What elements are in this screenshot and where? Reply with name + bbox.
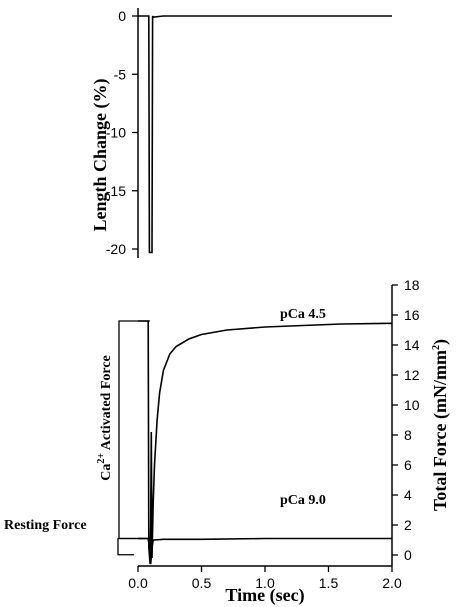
- top-y-axis-label: Length Change (%): [90, 78, 111, 231]
- bottom-x-tick-label: 0.5: [192, 575, 212, 591]
- top-y-tick-label: -5: [114, 66, 127, 82]
- activated-force-bracket: [118, 320, 150, 540]
- bottom-y-tick-label: 12: [404, 367, 420, 383]
- length-change-panel: 0 -5 -10 -15 -20 Length Change (%): [90, 8, 392, 258]
- label-pca-9-0: pCa 9.0: [280, 493, 326, 508]
- bottom-y-tick-label: 2: [404, 517, 412, 533]
- bottom-y-ticks: 0 2 4 6 8 10 12 14 16 18: [392, 277, 420, 563]
- series-line-pca-4-5: [138, 320, 393, 565]
- force-lines: [138, 320, 393, 565]
- bottom-y-tick-label: 16: [404, 307, 420, 323]
- top-y-ticks: 0 -5 -10 -15 -20: [106, 8, 138, 257]
- bottom-y-tick-label: 10: [404, 397, 420, 413]
- length-change-line: [138, 15, 392, 254]
- bottom-x-axis-label: Time (sec): [225, 585, 304, 606]
- top-y-tick-label: -20: [106, 241, 126, 257]
- bottom-x-tick-label: 0.0: [128, 575, 148, 591]
- bottom-y-axis-label: Total Force (mN/mm2): [430, 339, 451, 511]
- bottom-y-tick-label: 6: [404, 457, 412, 473]
- bottom-y-tick-label: 8: [404, 427, 412, 443]
- activated-force-label: Ca2+ Activated Force: [96, 355, 114, 481]
- bottom-y-tick-label: 14: [404, 337, 420, 353]
- top-y-tick-label: 0: [118, 8, 126, 24]
- label-pca-4-5: pCa 4.5: [280, 307, 326, 322]
- resting-force-bracket: [117, 537, 150, 556]
- resting-force-label: Resting Force: [4, 518, 87, 533]
- bottom-y-tick-label: 0: [404, 547, 412, 563]
- bottom-y-tick-label: 18: [404, 277, 420, 293]
- bottom-x-tick-label: 2.0: [382, 575, 402, 591]
- bottom-x-tick-label: 1.5: [319, 575, 339, 591]
- top-y-tick-label: -15: [106, 183, 126, 199]
- bottom-y-tick-label: 4: [404, 487, 412, 503]
- top-y-tick-label: -10: [106, 125, 126, 141]
- bottom-x-ticks: 0.0 0.5 1.0 1.5 2.0: [128, 566, 402, 591]
- series-line-pca-9-0: [138, 537, 392, 565]
- bottom-x-tick-label: 1.0: [255, 575, 275, 591]
